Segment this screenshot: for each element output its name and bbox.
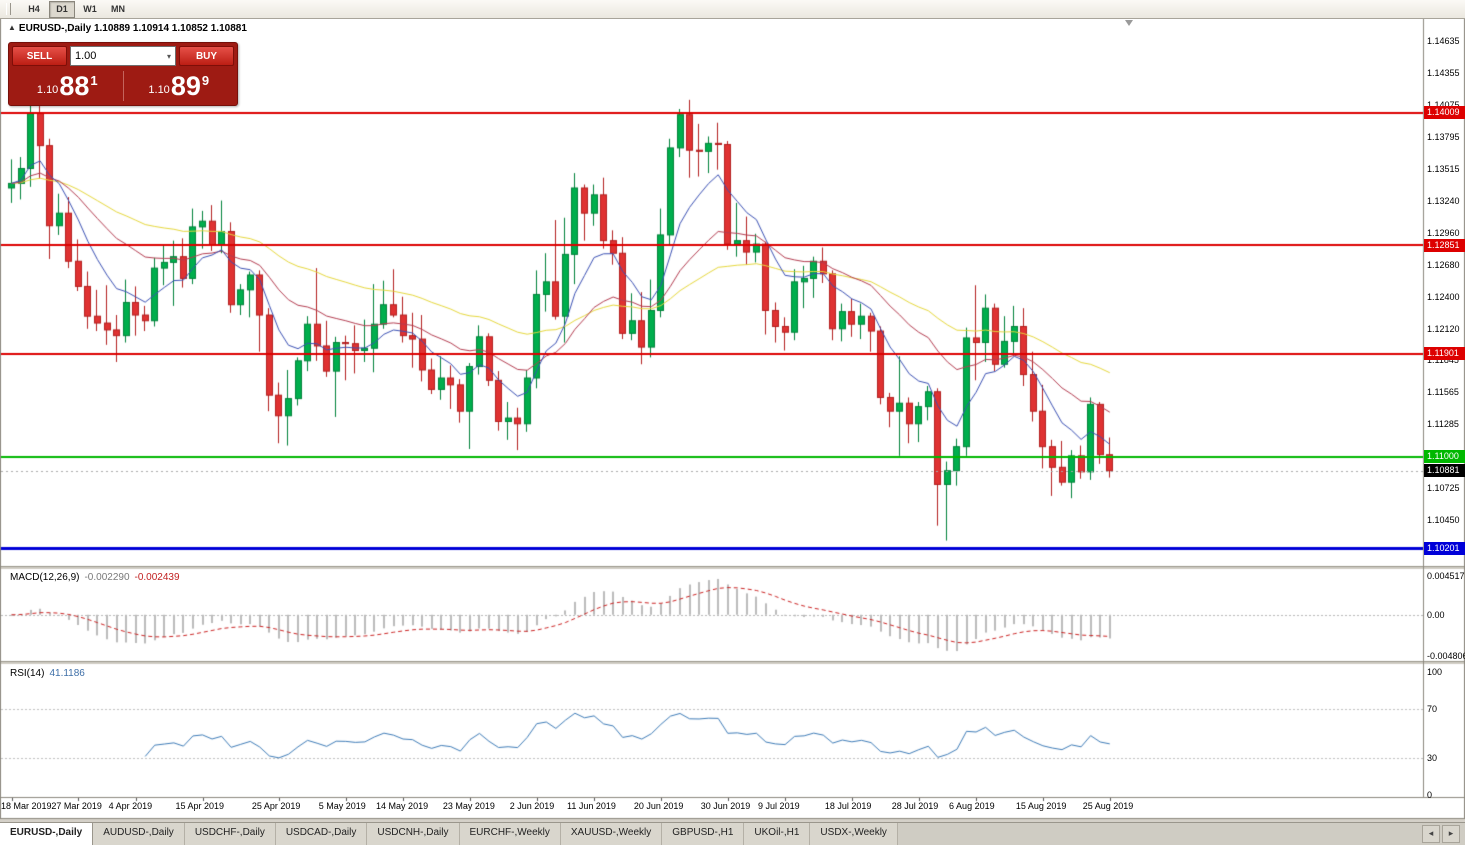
- rsi-label: RSI(14) 41.1186: [10, 668, 85, 679]
- price-tick: 1.10725: [1427, 483, 1460, 494]
- chart-tab-usdcnh-daily[interactable]: USDCNH-,Daily: [367, 823, 460, 845]
- buy-button[interactable]: BUY: [179, 46, 234, 66]
- line-price-tag: 1.12851: [1424, 238, 1465, 252]
- timeframe-button-mn[interactable]: MN: [111, 3, 125, 14]
- macd-name: MACD(12,26,9): [10, 572, 80, 583]
- date-label: 18 Jul 2019: [824, 801, 872, 811]
- macd-axis-label: 0.00: [1427, 609, 1445, 620]
- bid-prefix: 1.10: [36, 83, 59, 96]
- date-label: 23 May 2019: [442, 801, 495, 811]
- line-price-tag: 1.11000: [1424, 450, 1465, 464]
- date-label: 2 Jun 2019: [509, 801, 555, 811]
- date-label: 28 Jul 2019: [891, 801, 939, 811]
- rsi-value: 41.1186: [49, 668, 85, 679]
- date-label: 30 Jun 2019: [700, 801, 751, 811]
- price-tick: 1.12680: [1427, 259, 1460, 270]
- shift-end-marker-icon[interactable]: [1125, 20, 1133, 26]
- chart-tab-usdcad-daily[interactable]: USDCAD-,Daily: [275, 823, 368, 845]
- date-label: 11 Jun 2019: [567, 801, 616, 811]
- lot-size-input[interactable]: 1.00 ▾: [70, 46, 176, 66]
- toolbar-grip[interactable]: [6, 3, 11, 15]
- price-tick: 1.12400: [1427, 291, 1460, 302]
- lot-value: 1.00: [75, 50, 97, 62]
- timeframe-buttons-group: H4 D1 W1 MN: [21, 0, 133, 18]
- ask-prefix: 1.10: [148, 83, 170, 96]
- chart-tab-eurusd-daily[interactable]: EURUSD-,Daily: [0, 823, 94, 845]
- rsi-name: RSI(14): [10, 668, 45, 679]
- rsi-axis-label: 70: [1427, 703, 1438, 714]
- lot-dropdown-icon[interactable]: ▾: [166, 51, 171, 61]
- tabs-scroll-left-button[interactable]: ◂: [1422, 825, 1440, 843]
- line-price-tag: 1.11901: [1424, 347, 1465, 361]
- chart-tab-usdx-weekly[interactable]: USDX-,Weekly: [810, 823, 898, 845]
- bid-pipette: 1: [90, 72, 98, 88]
- ohlc-readout: 1.10889 1.10914 1.10852 1.10881: [93, 23, 247, 34]
- price-tick: 1.14355: [1427, 67, 1460, 78]
- timeframe-button-d1[interactable]: D1: [49, 0, 75, 18]
- chart-tabs: EURUSD-,Daily AUDUSD-,Daily USDCHF-,Daily U…: [0, 823, 1417, 845]
- date-label: 20 Jun 2019: [633, 801, 684, 811]
- timeframe-button-w1[interactable]: W1: [83, 3, 97, 14]
- bid-big-digits: 88: [59, 70, 90, 101]
- date-label: 4 Apr 2019: [108, 801, 153, 811]
- bid-price[interactable]: 1.10 88 1: [12, 70, 123, 101]
- price-tick: 1.13240: [1427, 195, 1460, 206]
- macd-main-value: -0.002290: [84, 572, 130, 583]
- line-price-tag: 1.14009: [1424, 106, 1465, 120]
- rsi-axis-label: 30: [1427, 753, 1438, 764]
- date-label: 9 Jul 2019: [758, 801, 800, 811]
- chart-tab-bar: EURUSD-,Daily AUDUSD-,Daily USDCHF-,Daily U…: [0, 822, 1465, 845]
- current-price-tag: 1.10881: [1424, 464, 1465, 478]
- chart-symbol-period: EURUSD-,Daily: [18, 23, 92, 34]
- price-tick: 1.12120: [1427, 323, 1460, 334]
- date-label: 27 Mar 2019: [51, 801, 102, 811]
- price-divider: [122, 71, 124, 101]
- price-tick: 1.14075: [1427, 99, 1460, 110]
- price-tick: 1.10450: [1427, 514, 1460, 525]
- rsi-axis-label: 0: [1427, 790, 1433, 800]
- date-label: 6 Aug 2019: [949, 801, 995, 811]
- date-label: 14 May 2019: [376, 801, 429, 811]
- macd-label: MACD(12,26,9) -0.002290 -0.002439: [10, 572, 180, 583]
- line-price-tag: 1.10201: [1424, 541, 1465, 555]
- price-tick: 1.12960: [1427, 227, 1460, 238]
- ask-pipette: 9: [201, 72, 210, 88]
- tabs-scroll-right-button[interactable]: ▸: [1442, 825, 1460, 843]
- chart-title: ▲ EURUSD-,Daily 1.10889 1.10914 1.10852 1…: [8, 23, 247, 34]
- ask-price[interactable]: 1.10 89 9: [124, 70, 235, 101]
- rsi-axis-label: 100: [1427, 667, 1443, 677]
- chart-tab-ukoil-h1[interactable]: UKOil-,H1: [744, 823, 811, 845]
- timeframe-toolbar: H4 D1 W1 MN: [0, 0, 1465, 19]
- chart-tab-audusd-daily[interactable]: AUDUSD-,Daily: [93, 823, 185, 845]
- one-click-collapse-icon[interactable]: ▲: [8, 23, 16, 32]
- date-label: 15 Apr 2019: [175, 801, 225, 811]
- timeframe-button-h4[interactable]: H4: [28, 3, 40, 14]
- price-tick: 1.11565: [1427, 387, 1459, 398]
- price-tick: 1.14635: [1427, 35, 1460, 46]
- date-label: 25 Aug 2019: [1082, 801, 1134, 811]
- price-tick: 1.11285: [1427, 419, 1459, 430]
- one-click-trading-panel: SELL 1.00 ▾ BUY 1.10 88 1 1.10 89 9: [8, 42, 238, 106]
- sell-button[interactable]: SELL: [12, 46, 67, 66]
- macd-axis-label: 0.004517: [1427, 571, 1465, 581]
- macd-axis-label: -0.004806: [1427, 651, 1465, 661]
- price-tick: 1.13795: [1427, 132, 1460, 143]
- chart-tab-usdchf-daily[interactable]: USDCHF-,Daily: [184, 823, 276, 845]
- chart-tab-eurchf-weekly[interactable]: EURCHF-,Weekly: [459, 823, 561, 845]
- date-label: 5 May 2019: [318, 801, 366, 811]
- tab-scroll-arrows: ◂ ▸: [1417, 823, 1465, 845]
- date-label: 18 Mar 2019: [1, 801, 52, 811]
- ask-big-digits: 89: [170, 70, 201, 101]
- price-tick: 1.13515: [1427, 164, 1460, 175]
- chart-tab-xauusd-weekly[interactable]: XAUUSD-,Weekly: [560, 823, 663, 845]
- date-label: 15 Aug 2019: [1015, 801, 1067, 811]
- macd-signal-value: -0.002439: [134, 572, 180, 583]
- chart-tab-gbpusd-h1[interactable]: GBPUSD-,H1: [662, 823, 745, 845]
- date-label: 25 Apr 2019: [251, 801, 301, 811]
